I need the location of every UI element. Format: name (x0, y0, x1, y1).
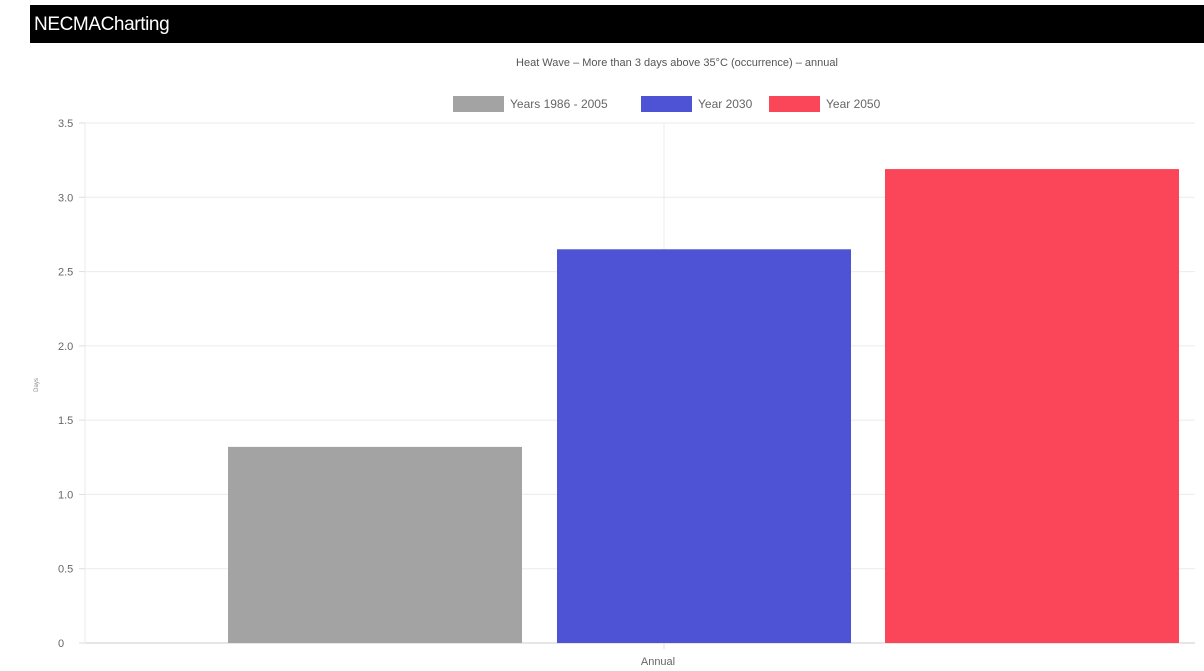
bar-2[interactable] (557, 249, 851, 644)
y-axis: 0 0.5 1.0 1.5 2.0 2.5 3.0 3.5 (58, 118, 86, 650)
y-tick-label: 1.0 (58, 489, 73, 501)
bar-1[interactable] (228, 446, 522, 643)
y-tick-label: 0 (58, 638, 64, 650)
legend-label-1[interactable]: Years 1986 - 2005 (510, 97, 608, 111)
bar-3[interactable] (885, 169, 1179, 644)
app-header: NECMACharting (30, 5, 1204, 43)
y-tick-label: 2.0 (58, 341, 73, 353)
chart-bars (228, 169, 1179, 644)
y-tick-label: 2.5 (58, 267, 73, 279)
x-axis: Annual (641, 643, 675, 668)
chart-title: Heat Wave – More than 3 days above 35°C … (516, 57, 838, 69)
y-tick-label: 0.5 (58, 564, 73, 576)
chart-legend: Years 1986 - 2005 Year 2030 Year 2050 (453, 96, 881, 112)
app-title: NECMACharting (34, 14, 170, 35)
legend-swatch-3[interactable] (769, 96, 820, 112)
y-tick-label: 1.5 (58, 415, 73, 427)
legend-swatch-1[interactable] (453, 96, 504, 112)
legend-swatch-2[interactable] (641, 96, 692, 112)
legend-label-2[interactable]: Year 2030 (698, 97, 753, 111)
x-tick-label: Annual (641, 656, 675, 668)
legend-label-3[interactable]: Year 2050 (826, 97, 881, 111)
y-tick-label: 3.0 (58, 192, 73, 204)
y-tick-label: 3.5 (58, 118, 73, 130)
y-axis-title: Days (34, 378, 40, 392)
